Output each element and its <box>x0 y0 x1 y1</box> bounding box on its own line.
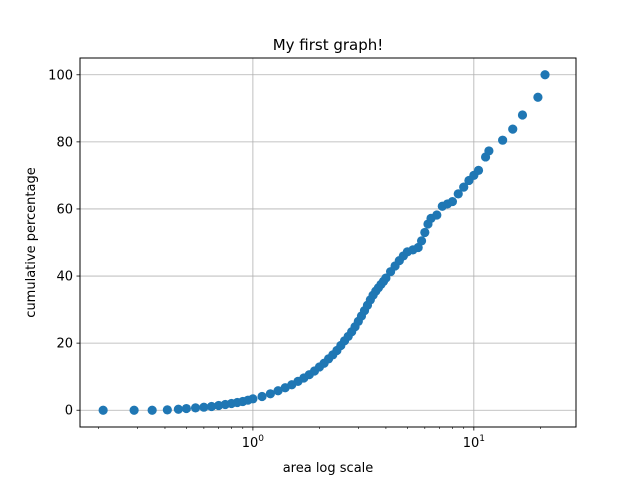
plot-frame <box>79 57 577 428</box>
data-point <box>265 389 275 399</box>
data-point <box>473 165 484 175</box>
data-point <box>508 124 518 134</box>
y-tick-label: 80 <box>56 135 73 150</box>
data-point <box>420 227 430 238</box>
data-point <box>162 405 172 415</box>
data-point <box>459 182 469 192</box>
chart-title: My first graph! <box>273 36 384 54</box>
data-point <box>517 110 528 120</box>
y-tick-label: 100 <box>48 68 73 83</box>
data-point <box>381 273 391 283</box>
x-axis-label: area log scale <box>283 461 374 476</box>
data-point <box>484 146 494 156</box>
data-point <box>453 189 463 199</box>
data-point <box>98 405 108 415</box>
data-point <box>147 405 157 415</box>
data-point <box>540 70 550 80</box>
data-point <box>533 92 543 102</box>
x-tick-label: 101 <box>463 434 485 451</box>
data-point <box>273 386 283 396</box>
plot-area <box>80 58 576 427</box>
y-tick-label: 20 <box>56 337 73 352</box>
data-point <box>248 394 258 404</box>
y-axis-label: cumulative percentage <box>24 167 39 317</box>
data-point <box>190 403 201 413</box>
data-point <box>498 135 508 145</box>
data-point <box>181 403 191 414</box>
x-axis-ticks: 100 101 <box>98 427 541 451</box>
data-point <box>206 401 217 412</box>
data-point <box>432 210 442 220</box>
data-point <box>257 391 267 402</box>
y-axis-ticks: 0 20 40 60 80 100 <box>48 68 80 419</box>
grid-lines <box>80 58 576 427</box>
data-point <box>416 236 427 246</box>
data-points <box>98 70 550 415</box>
y-tick-label: 60 <box>56 202 73 217</box>
data-point <box>447 196 458 207</box>
y-tick-label: 40 <box>56 270 73 285</box>
x-tick-label: 100 <box>242 434 265 451</box>
data-point <box>129 405 139 415</box>
y-tick-label: 0 <box>65 404 73 419</box>
data-point <box>199 402 209 412</box>
data-point <box>173 404 183 414</box>
